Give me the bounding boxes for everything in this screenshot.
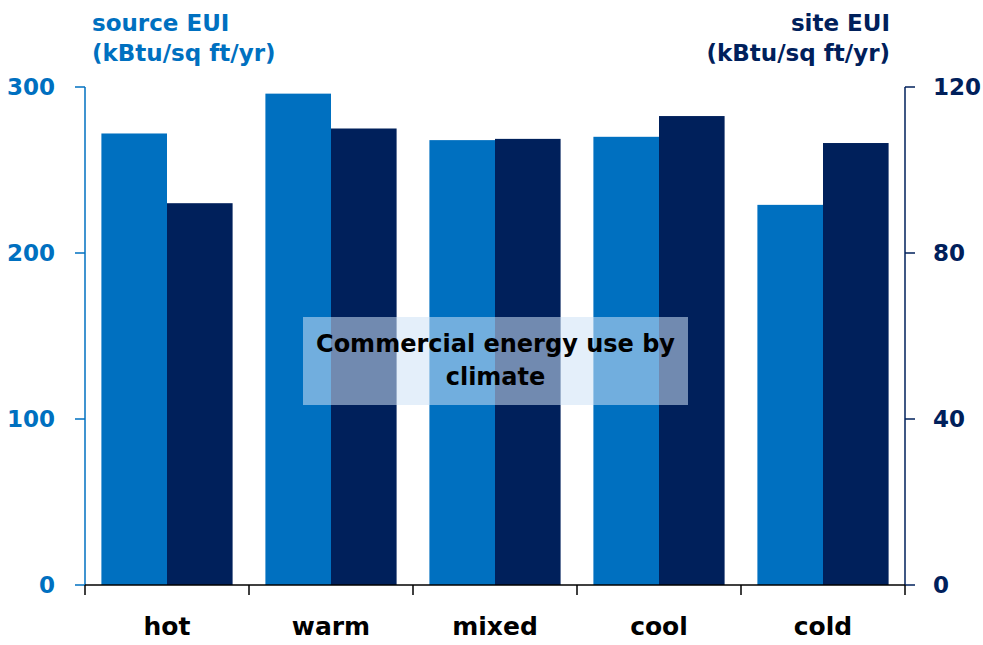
bar bbox=[167, 203, 233, 585]
y2-tick-label: 80 bbox=[933, 240, 965, 266]
chart-title: Commercial energy use by climate bbox=[310, 328, 682, 394]
title-box: Commercial energy use by climate bbox=[303, 317, 688, 405]
x-tick-label: hot bbox=[144, 612, 191, 641]
x-tick-label: cold bbox=[794, 612, 852, 641]
y-tick bbox=[75, 86, 85, 88]
y2-tick-label: 0 bbox=[933, 572, 949, 598]
bar bbox=[823, 143, 889, 585]
x-tick-label: cool bbox=[630, 612, 688, 641]
y2-tick bbox=[905, 86, 915, 88]
x-tick bbox=[576, 585, 578, 595]
y-axis-title: source EUI (kBtu/sq ft/yr) bbox=[92, 8, 276, 68]
y2-axis-line bbox=[904, 87, 906, 585]
x-tick bbox=[248, 585, 250, 595]
y2-tick bbox=[905, 584, 915, 586]
x-tick bbox=[412, 585, 414, 595]
x-tick-label: mixed bbox=[452, 612, 538, 641]
y2-tick bbox=[905, 418, 915, 420]
y2-tick-label: 120 bbox=[933, 74, 981, 100]
x-tick-label: warm bbox=[292, 612, 370, 641]
x-tick bbox=[740, 585, 742, 595]
y2-tick bbox=[905, 252, 915, 254]
y-tick bbox=[75, 584, 85, 586]
bars bbox=[101, 94, 888, 585]
bar bbox=[101, 133, 167, 585]
x-tick bbox=[84, 585, 86, 595]
y2-tick-label: 40 bbox=[933, 406, 965, 432]
y2-axis-title: site EUI (kBtu/sq ft/yr) bbox=[706, 8, 890, 68]
y-tick-label: 200 bbox=[7, 240, 55, 266]
y-tick-label: 0 bbox=[39, 572, 55, 598]
x-tick bbox=[904, 585, 906, 595]
y-tick bbox=[75, 418, 85, 420]
y-tick-label: 100 bbox=[7, 406, 55, 432]
y-axis-line bbox=[84, 87, 86, 585]
y-tick-label: 300 bbox=[7, 74, 55, 100]
x-axis-line bbox=[85, 584, 905, 586]
bar bbox=[757, 205, 823, 585]
y-tick bbox=[75, 252, 85, 254]
